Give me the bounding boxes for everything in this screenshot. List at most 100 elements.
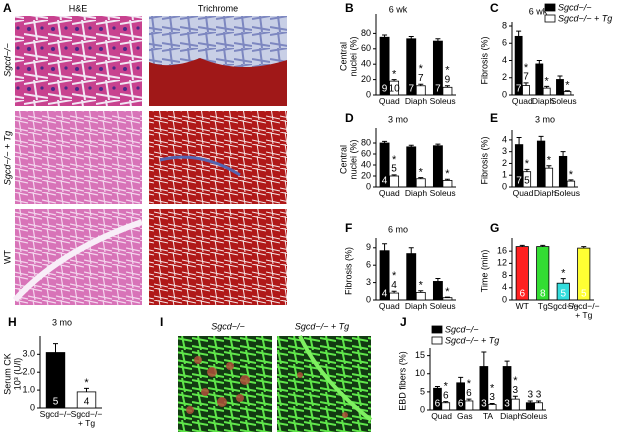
y-tick-label: 10 <box>415 368 425 378</box>
legend-swatch <box>431 325 443 334</box>
y-tick-label: 6 <box>366 260 371 270</box>
x-tick-label-box: Soleus <box>430 97 456 106</box>
micrograph <box>15 16 142 106</box>
error-bar <box>408 35 414 39</box>
bar <box>558 155 568 188</box>
error-bar <box>382 243 388 251</box>
panel-label: E <box>490 111 498 125</box>
x-tick-label-box: Diaph <box>405 97 427 106</box>
micrograph <box>149 209 287 305</box>
error-bar <box>408 247 414 254</box>
x-tick-label: Diaph <box>500 412 523 421</box>
bar <box>566 180 576 188</box>
x-tick-label-box: Quad <box>512 97 533 106</box>
n-label: 6 <box>435 399 441 410</box>
error-bar <box>489 402 495 405</box>
chart-title: 6 mo <box>388 224 408 234</box>
significance-mark: * <box>467 378 472 390</box>
panel-label: F <box>345 221 352 235</box>
error-bar <box>391 79 397 82</box>
x-tick-label-box: Gas <box>457 412 473 421</box>
significance-mark: * <box>445 286 450 298</box>
error-bar <box>382 34 388 38</box>
fluorescence-image <box>277 336 371 432</box>
row-label: Sgcd−/− <box>2 43 12 77</box>
x-tick-label-box: Diaph <box>405 189 427 198</box>
significance-mark: * <box>513 375 518 387</box>
significance-mark: * <box>561 268 566 280</box>
x-tick-label: Sgcd−/− <box>39 410 72 419</box>
x-tick-label: Soleus <box>429 302 456 311</box>
x-tick-label-box: Soleus <box>551 97 577 106</box>
significance-mark: * <box>525 158 530 170</box>
bar <box>415 85 426 96</box>
row-label: Sgcd−/− + Tg <box>2 131 12 185</box>
n-label: 8 <box>540 289 546 300</box>
n-label: 3 <box>504 399 510 410</box>
y-axis-label: Central <box>338 42 348 71</box>
n-label: 6 <box>519 289 525 300</box>
error-bar <box>444 85 450 88</box>
y-tick-label: 0 <box>366 181 371 191</box>
significance-mark: * <box>524 62 529 74</box>
y-tick-label: 1 <box>502 170 507 180</box>
error-bar <box>443 401 449 403</box>
error-bar <box>408 144 414 147</box>
bar <box>563 91 572 96</box>
bar <box>389 175 400 188</box>
n-label: 5 <box>581 289 587 300</box>
y-tick-label: 80 <box>361 137 371 147</box>
error-bar <box>516 137 522 145</box>
error-bar <box>391 290 397 294</box>
error-bar <box>564 90 570 92</box>
error-bar <box>519 244 525 247</box>
y-axis-label: Fibrosis (%) <box>479 36 489 84</box>
n-label: 7 <box>418 73 424 84</box>
y-tick-label: 2 <box>502 72 507 82</box>
y-axis-label: Time (min) <box>479 250 489 293</box>
significance-mark: * <box>490 382 495 394</box>
bar <box>542 87 551 96</box>
y-tick-label: 60 <box>361 148 371 158</box>
y-tick-label: 0 <box>502 294 507 304</box>
panel-label: H <box>8 315 17 329</box>
x-tick-label: Quad <box>431 412 452 421</box>
n-label: 6 <box>443 390 449 401</box>
x-tick-label-box: Tg <box>538 302 548 311</box>
y-axis-label: EBD fibers (%) <box>397 351 407 411</box>
y-tick-label: 2.0 <box>22 367 35 377</box>
bar <box>534 402 543 411</box>
x-tick-label-box: Sgcd−/− + Tg <box>71 410 103 428</box>
bar <box>406 146 417 188</box>
x-tick-label: Quad <box>378 302 400 311</box>
x-tick-label-box: Soleus <box>521 412 547 421</box>
n-label: 3 <box>536 390 542 401</box>
error-bar <box>560 278 566 284</box>
error-bar <box>418 290 424 293</box>
micrograph-detail <box>159 155 241 177</box>
chart-title: 3 mo <box>388 114 408 124</box>
significance-mark: * <box>445 65 450 77</box>
x-tick-label-box: Diaph <box>532 97 554 106</box>
legend-label: Sgcd−/− + Tg <box>558 13 612 23</box>
bar <box>432 281 443 301</box>
error-bar <box>53 343 58 353</box>
significance-mark: * <box>84 377 89 389</box>
x-tick-label-box: WT <box>516 302 529 311</box>
significance-mark: * <box>419 167 424 179</box>
error-bar <box>523 82 529 86</box>
n-label: 10 <box>389 84 401 95</box>
chart-title: 6 wk <box>389 4 408 14</box>
bar <box>441 402 451 411</box>
x-tick-label: Soleus <box>429 189 456 198</box>
x-tick-label-box: Soleus <box>554 189 580 198</box>
x-tick-label: Sgcd−/− <box>547 302 580 311</box>
bar <box>415 178 426 188</box>
y-axis-label: nuclei (%) <box>348 36 358 76</box>
x-tick-label: Quad <box>378 189 400 198</box>
y-tick-label: 9 <box>366 242 371 252</box>
significance-mark: * <box>392 270 397 282</box>
y-axis-label: Central <box>338 145 348 174</box>
n-label: 4 <box>391 280 397 291</box>
